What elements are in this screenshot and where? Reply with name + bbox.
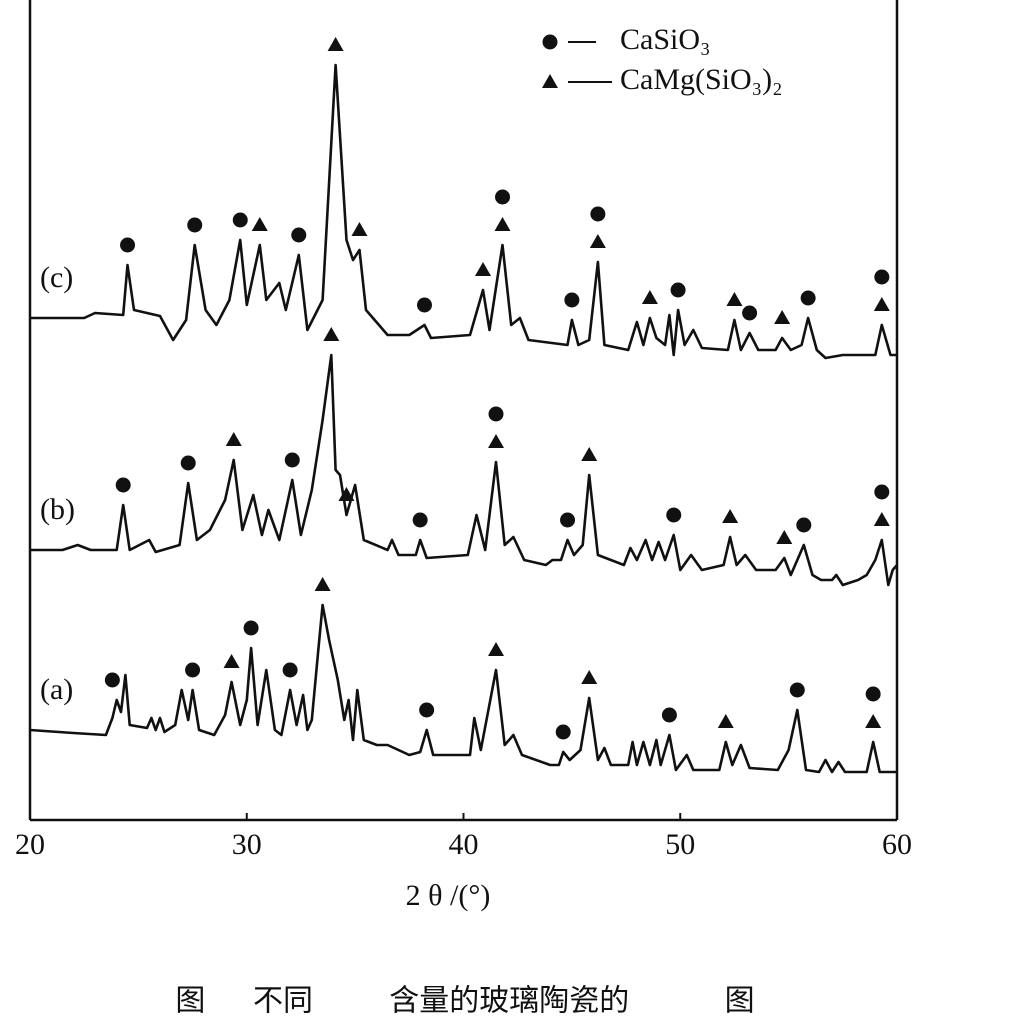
legend-label: CaMg(SiO₃)₂ (620, 63, 783, 96)
phase-marker-circle (666, 507, 682, 523)
phase-marker-circle (232, 212, 248, 228)
phase-marker-circle (416, 297, 432, 313)
phase-marker-circle (796, 517, 812, 533)
phase-marker-circle (560, 512, 576, 528)
phase-marker-circle (419, 702, 435, 718)
phase-marker-triangle (873, 512, 890, 526)
phase-marker-triangle (488, 434, 505, 448)
phase-marker-triangle (873, 297, 890, 311)
phase-marker-triangle (314, 577, 331, 591)
x-tick-label: 60 (882, 828, 912, 861)
phase-marker-triangle (581, 670, 598, 684)
phase-marker-circle (555, 724, 571, 740)
x-tick-label: 40 (449, 828, 479, 861)
xrd-curve (30, 63, 897, 360)
phase-marker-triangle (494, 217, 511, 231)
phase-marker-triangle (223, 654, 240, 668)
phase-marker-triangle (327, 37, 344, 51)
phase-marker-circle (284, 452, 300, 468)
x-axis-label: 2 θ /(°) (406, 879, 491, 912)
phase-marker-circle (180, 455, 196, 471)
x-tick-label: 50 (665, 828, 695, 861)
phase-marker-circle (495, 189, 511, 205)
phase-marker-circle (412, 512, 428, 528)
x-tick-label: 30 (232, 828, 262, 861)
phase-marker-circle (742, 305, 758, 321)
phase-marker-circle (590, 206, 606, 222)
phase-marker-triangle (475, 262, 492, 276)
series-label: (b) (40, 493, 75, 526)
phase-marker-circle (115, 477, 131, 493)
phase-marker-triangle (323, 327, 340, 341)
phase-marker-circle (243, 620, 259, 636)
phase-marker-triangle (865, 714, 882, 728)
xrd-curve (29, 603, 897, 774)
phase-marker-triangle (722, 509, 739, 523)
phase-marker-circle (120, 237, 136, 253)
legend-symbol (542, 34, 558, 50)
phase-marker-triangle (225, 432, 242, 446)
xrd-curve (30, 353, 898, 587)
series-label: (c) (40, 261, 73, 294)
phase-marker-circle (670, 282, 686, 298)
x-tick-label: 20 (15, 828, 45, 861)
legend-symbol (542, 74, 558, 88)
phase-marker-triangle (338, 487, 355, 501)
phase-marker-circle (800, 290, 816, 306)
phase-marker-triangle (774, 310, 791, 324)
phase-marker-triangle (641, 290, 658, 304)
phase-marker-circle (564, 292, 580, 308)
phase-marker-triangle (581, 447, 598, 461)
phase-marker-circle (865, 686, 881, 702)
phase-marker-circle (185, 662, 201, 678)
phase-marker-circle (488, 406, 504, 422)
phase-marker-circle (661, 707, 677, 723)
phase-marker-circle (874, 269, 890, 285)
series-label: (a) (40, 673, 73, 706)
phase-marker-circle (282, 662, 298, 678)
phase-marker-circle (874, 484, 890, 500)
phase-marker-triangle (251, 217, 268, 231)
phase-marker-circle (789, 682, 805, 698)
phase-marker-triangle (488, 642, 505, 656)
phase-marker-triangle (589, 234, 606, 248)
phase-marker-triangle (726, 292, 743, 306)
phase-marker-triangle (717, 714, 734, 728)
legend-label: CaSiO₃ (620, 23, 710, 56)
phase-marker-triangle (351, 222, 368, 236)
caption: 图 不同 含量的玻璃陶瓷的 图 (175, 984, 754, 1018)
phase-marker-circle (104, 672, 120, 688)
phase-marker-circle (187, 217, 203, 233)
phase-marker-circle (291, 227, 307, 243)
phase-marker-triangle (776, 530, 793, 544)
